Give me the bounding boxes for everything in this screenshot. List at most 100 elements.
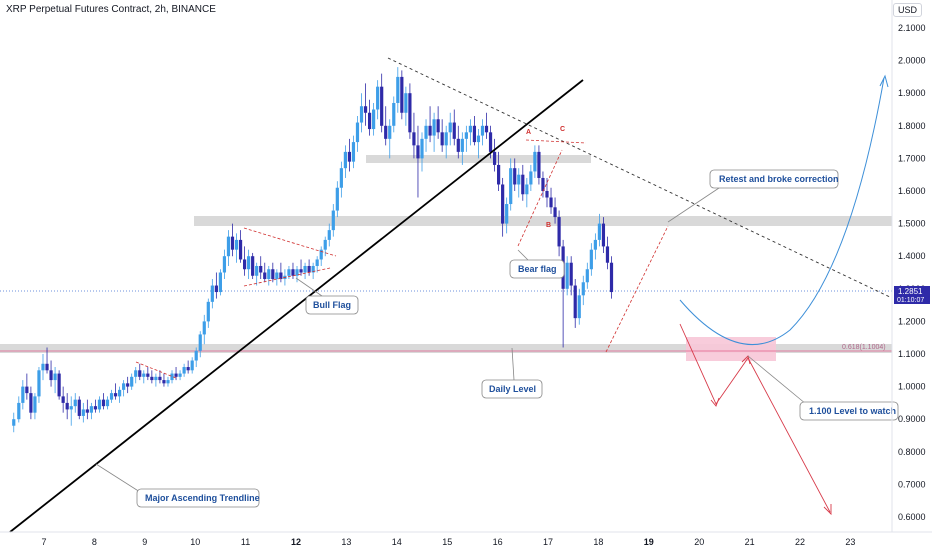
candle: [105, 396, 110, 410]
candle: [275, 269, 279, 286]
bullish-projection-curve: [679, 77, 885, 345]
candle: [37, 367, 41, 403]
candle: [198, 331, 202, 358]
time-tick-label: 8: [92, 537, 97, 547]
curve-arrow-head: [879, 74, 889, 88]
candle: [25, 373, 29, 400]
candle: [69, 396, 73, 426]
price-axis: 2.1000 2.0000 1.9000 1.8000 1.7000 1.6000 1.50…: [898, 23, 926, 522]
candle: [315, 256, 319, 273]
time-tick-label: 16: [493, 537, 503, 547]
candle: [436, 106, 440, 139]
candle: [12, 412, 16, 433]
bearish-projection: [679, 323, 831, 513]
countdown-value: 01:10:07: [897, 297, 924, 304]
trendline-callout: Major Ascending Trendline: [95, 463, 260, 508]
resistance-zone: [194, 216, 892, 226]
candle: [29, 386, 33, 420]
candle: [505, 197, 509, 234]
candle: [484, 112, 489, 139]
candle: [45, 347, 49, 374]
candle: [331, 204, 335, 237]
candle: [372, 102, 376, 136]
candle: [521, 164, 525, 201]
candle: [472, 116, 477, 146]
candle: [480, 119, 485, 146]
candle: [238, 230, 243, 263]
candle: [230, 223, 235, 257]
candle: [476, 129, 481, 159]
price-tick-label: 1.1000: [898, 349, 926, 359]
candle: [456, 125, 460, 159]
candle: [517, 168, 521, 198]
candle: [605, 236, 610, 270]
candle: [150, 370, 154, 384]
candle: [533, 145, 537, 178]
candle: [577, 288, 581, 325]
candle: [557, 210, 561, 257]
candle: [190, 357, 194, 374]
candle: [113, 383, 118, 400]
candle: [464, 125, 468, 152]
candle: [367, 99, 372, 136]
major-ascending-trendline: [9, 79, 584, 533]
candle: [130, 373, 134, 390]
candle: [553, 197, 557, 224]
candle: [142, 370, 146, 384]
bear-flag-callout: Bear flag: [509, 249, 565, 279]
candle: [573, 279, 577, 328]
time-tick-label: 11: [241, 537, 250, 547]
candle: [404, 86, 408, 126]
candle: [351, 135, 356, 169]
candle: [170, 370, 174, 384]
candle: [311, 262, 315, 280]
retest-callout: Retest and broke correction: [667, 169, 839, 223]
time-tick-label: 19: [644, 537, 654, 547]
small-flag: [135, 361, 177, 379]
candle: [513, 158, 517, 191]
time-tick-label: 13: [341, 537, 351, 547]
candle: [444, 125, 448, 159]
candle: [307, 259, 311, 276]
candle: [424, 119, 428, 152]
price-tick-label: 0.9000: [898, 414, 926, 424]
time-tick-label: 18: [593, 537, 603, 547]
candle: [271, 262, 275, 283]
candle: [73, 393, 77, 413]
candle: [85, 399, 89, 420]
candle: [359, 93, 364, 133]
candle: [287, 265, 291, 280]
current-price-value: 1.2851: [898, 287, 923, 296]
candle: [126, 376, 130, 394]
candle: [468, 119, 472, 146]
candle: [497, 151, 501, 191]
candle: [593, 233, 597, 260]
time-axis: 7 8 9 10 11 12 13 14 15 16 17 18 19 20 21 22 23: [41, 537, 855, 547]
candle: [101, 393, 106, 410]
candle: [279, 262, 283, 283]
candle: [222, 249, 227, 280]
candle: [452, 109, 456, 146]
bull-flag-callout: Bull Flag: [295, 277, 359, 315]
candle: [214, 272, 218, 299]
candle: [448, 112, 452, 146]
candle: [234, 233, 239, 263]
candle: [263, 262, 267, 283]
candle: [109, 389, 114, 403]
time-tick-label: 14: [392, 537, 402, 547]
candle: [396, 67, 400, 113]
candle: [565, 256, 569, 296]
bull-flag-upper: [243, 227, 337, 257]
currency-button[interactable]: USD: [892, 3, 922, 17]
candle: [492, 138, 497, 172]
candle: [154, 373, 158, 387]
candle: [162, 373, 166, 387]
candle: [597, 213, 602, 247]
candle: [21, 380, 25, 410]
candle: [53, 367, 57, 394]
price-tick-label: 0.6000: [898, 512, 926, 522]
candle: [388, 119, 392, 159]
candle: [81, 402, 85, 423]
candle: [118, 386, 122, 403]
